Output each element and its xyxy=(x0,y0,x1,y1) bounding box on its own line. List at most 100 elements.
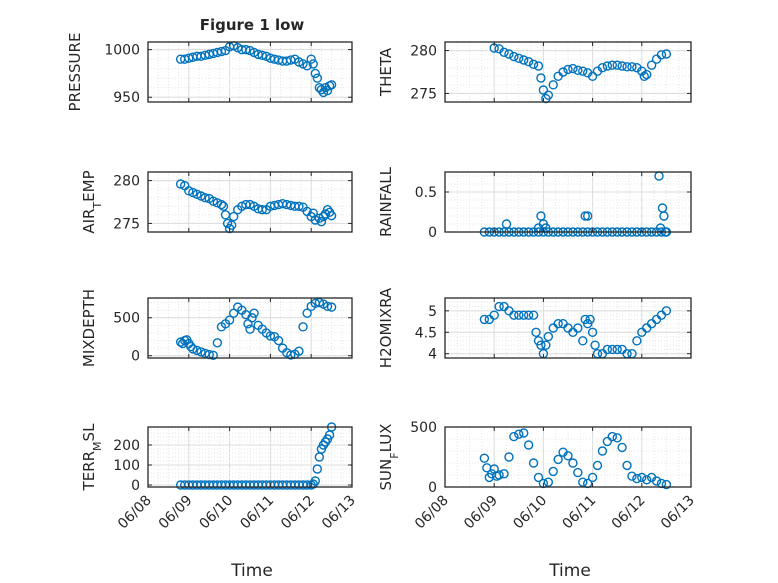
data-point xyxy=(273,335,284,346)
data-point xyxy=(316,217,327,227)
panel-sun_flux: 0 500 SUNFLUX 06/08 06/09 06/10 06/11 06/12 06/1… xyxy=(377,420,698,581)
data-point xyxy=(326,80,337,90)
data-point xyxy=(519,55,529,65)
axes-box xyxy=(147,297,353,359)
data-point xyxy=(646,60,657,70)
data-point xyxy=(308,59,318,69)
data-point xyxy=(216,46,227,57)
y-tick-label: 280 xyxy=(113,174,140,190)
data-point xyxy=(326,302,337,312)
data-point xyxy=(607,344,617,355)
data-point xyxy=(533,472,544,483)
data-point xyxy=(587,472,598,483)
y-axis-label: AIRTEMP xyxy=(80,170,104,233)
x-tick-label: 06/08 xyxy=(412,493,452,533)
y-tick-label: 0 xyxy=(428,225,437,241)
data-point xyxy=(326,211,337,221)
data-point xyxy=(568,458,578,468)
panel-mixdepth: 0 500 MIXDEPTH xyxy=(80,289,353,367)
data-point xyxy=(543,477,554,487)
data-point xyxy=(632,336,642,346)
y-axis-label: MIXDEPTH xyxy=(80,289,98,367)
data-point xyxy=(322,301,333,312)
data-point xyxy=(578,477,588,487)
x-tick-label: 06/13 xyxy=(319,493,359,533)
data-point xyxy=(519,428,529,438)
data-point xyxy=(224,315,235,325)
data-point xyxy=(590,340,600,350)
data-point xyxy=(247,313,257,323)
data-point xyxy=(514,53,524,63)
y-tick-label: 200 xyxy=(113,438,140,454)
x-tick-label: 06/09 xyxy=(156,493,196,533)
data-point xyxy=(310,476,320,486)
data-point xyxy=(312,464,323,474)
data-point xyxy=(501,219,512,229)
data-point xyxy=(659,211,669,221)
data-point xyxy=(587,71,598,81)
data-point xyxy=(602,436,613,447)
data-point xyxy=(241,44,251,55)
y-axis-label: THETA xyxy=(377,47,395,97)
data-point xyxy=(538,85,549,95)
panel-rainfall: 0 0.5 RAINFALL xyxy=(377,166,692,241)
data-point xyxy=(509,51,519,62)
data-point xyxy=(597,446,608,456)
y-axis-label: PRESSURE xyxy=(66,33,84,112)
y-tick-label: 4.5 xyxy=(415,325,437,341)
data-point xyxy=(200,193,210,203)
data-point xyxy=(607,60,617,70)
data-point xyxy=(509,310,519,320)
data-point xyxy=(245,324,255,334)
data-point xyxy=(612,433,622,443)
y-tick-label: 950 xyxy=(113,90,140,106)
data-point xyxy=(257,205,267,215)
data-point xyxy=(228,211,239,222)
data-point xyxy=(656,50,667,60)
data-point xyxy=(531,327,541,337)
data-point xyxy=(639,71,649,81)
figure-title: Figure 1 low xyxy=(200,16,305,34)
data-point xyxy=(568,63,578,74)
y-tick-label: 100 xyxy=(113,458,140,474)
data-point xyxy=(523,310,534,320)
data-point xyxy=(523,57,534,67)
panel-h2omixra: 4 4.5 5 H2OMIXRA xyxy=(377,287,692,368)
data-point xyxy=(514,429,524,439)
x-tick-label: 06/11 xyxy=(560,493,600,533)
data-point xyxy=(563,451,573,461)
data-point xyxy=(196,347,206,357)
x-axis-label: Time xyxy=(548,561,591,581)
y-tick-label: 500 xyxy=(113,311,140,327)
data-point xyxy=(216,199,227,210)
data-point xyxy=(514,310,524,320)
data-point xyxy=(617,61,627,71)
y-axis-label: SUNFLUX xyxy=(377,424,401,491)
data-point xyxy=(573,65,583,75)
data-point xyxy=(294,201,304,211)
data-point xyxy=(637,472,647,483)
data-point xyxy=(651,476,662,486)
data-point xyxy=(504,49,514,59)
y-axis-label: RAINFALL xyxy=(377,166,395,237)
data-point xyxy=(533,61,544,71)
data-point xyxy=(306,54,316,64)
data-point xyxy=(212,338,223,348)
data-point xyxy=(627,62,637,72)
panel-pressure: 950 1000 PRESSURE xyxy=(66,33,353,112)
data-point xyxy=(578,336,588,346)
y-tick-label: 0 xyxy=(428,480,437,496)
axes-box xyxy=(444,426,692,488)
data-point xyxy=(536,340,546,350)
y-axis-label: TERRMSL xyxy=(80,423,104,492)
y-tick-label: 0.5 xyxy=(415,185,437,201)
data-point xyxy=(661,306,672,316)
data-point xyxy=(528,59,539,69)
data-point xyxy=(519,310,529,320)
data-point xyxy=(607,431,617,442)
data-point xyxy=(602,344,613,355)
panel-theta: 275 280 THETA xyxy=(377,41,692,104)
y-tick-label: 4 xyxy=(428,347,437,363)
data-point xyxy=(548,80,558,90)
axes-box xyxy=(147,426,353,488)
